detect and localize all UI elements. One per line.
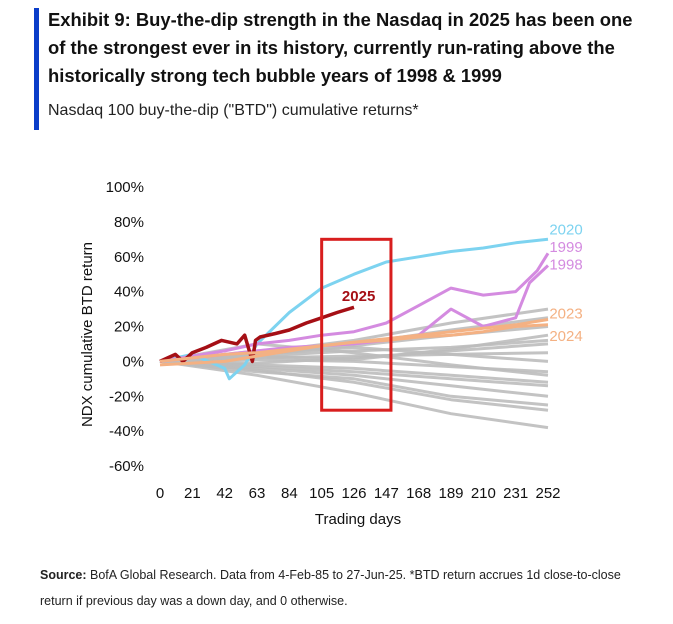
y-tick-label: 40% [114,284,144,301]
y-tick-label: -40% [109,423,144,440]
x-tick-label: 252 [535,485,560,502]
highlight-box [320,237,393,412]
footnote: Source: BofA Global Research. Data from … [40,562,650,614]
y-tick-label: 80% [114,214,144,231]
series-line-1999 [159,252,550,363]
x-tick-label: 210 [471,485,496,502]
x-tick-label: 21 [184,485,201,502]
x-axis-label: Trading days [315,511,401,528]
x-tick-label: 231 [503,485,528,502]
series-label-2025: 2025 [342,288,375,305]
x-tick-label: 189 [438,485,463,502]
y-tick-label: -60% [109,458,144,475]
other-year-line [159,333,549,363]
y-tick-label: 0% [122,353,144,370]
x-tick-label: 0 [156,485,164,502]
series-line-2024 [159,323,549,367]
exhibit-subtitle: Nasdaq 100 buy-the-dip ("BTD") cumulativ… [48,102,419,119]
x-tick-label: 168 [406,485,431,502]
x-tick-label: 84 [281,485,298,502]
series-label-2020: 2020 [549,222,582,239]
btd-chart: 100% 80% 60% 40% 20% 0% -20% -40% -60% 0 21 42 63 84 1… [79,179,583,528]
x-tick-label: 42 [216,485,233,502]
x-tick-label: 147 [374,485,399,502]
title-accent-bar [34,8,39,130]
footnote-label: Source: [40,568,87,582]
series-label-2024: 2024 [549,328,582,345]
y-tick-label: 60% [114,249,144,266]
y-axis-label: NDX cumulative BTD return [79,242,96,427]
y-tick-label: -20% [109,388,144,405]
x-tick-label: 105 [309,485,334,502]
series-label-1999: 1999 [549,239,582,256]
y-tick-label: 100% [106,179,144,196]
y-tick-label: 20% [114,319,144,336]
series-label-1998: 1998 [549,256,582,273]
series-label-2023: 2023 [549,305,582,322]
other-year-line [159,359,549,388]
exhibit-title: Exhibit 9: Buy-the-dip strength in the N… [48,9,633,86]
x-tick-label: 63 [249,485,266,502]
footnote-text: BofA Global Research. Data from 4-Feb-85… [40,568,621,608]
x-tick-label: 126 [341,485,366,502]
series-line-2020 [159,237,549,381]
